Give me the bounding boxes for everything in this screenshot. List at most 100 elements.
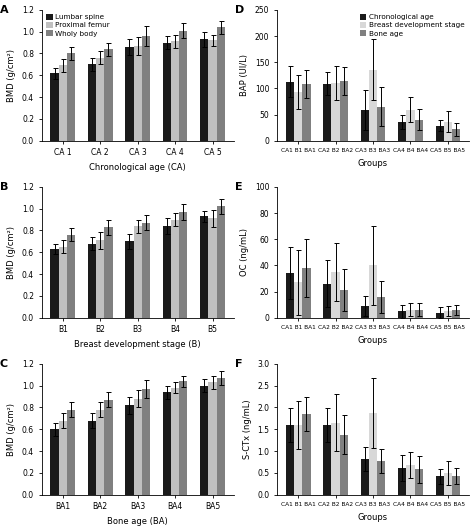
Bar (398, 122, 406, 141)
Bar (294, 425, 302, 495)
Bar (331, 83, 340, 141)
Bar (200, 386, 209, 495)
Bar (209, 382, 217, 495)
Bar (217, 207, 225, 318)
Bar (377, 297, 385, 318)
Bar (171, 41, 179, 141)
Bar (369, 413, 377, 495)
Bar (436, 313, 444, 318)
Bar (59, 247, 67, 318)
Text: B: B (0, 182, 8, 192)
Bar (142, 36, 150, 141)
Bar (377, 461, 385, 495)
Text: A: A (0, 5, 8, 14)
Bar (294, 282, 302, 318)
Bar (59, 65, 67, 141)
Bar (179, 212, 188, 318)
X-axis label: Breast development stage (B): Breast development stage (B) (74, 340, 201, 349)
Bar (436, 126, 444, 141)
Bar (59, 421, 67, 495)
X-axis label: Bone age (BA): Bone age (BA) (107, 517, 168, 526)
Bar (415, 310, 423, 318)
Legend: Lumbar spine, Proximal femur, Wholy body: Lumbar spine, Proximal femur, Wholy body (43, 11, 113, 39)
Bar (340, 290, 348, 318)
Bar (209, 218, 217, 318)
Bar (209, 40, 217, 141)
Bar (142, 223, 150, 318)
Legend: Chronological age, Breast development stage, Bone age: Chronological age, Breast development st… (356, 11, 467, 39)
X-axis label: Groups: Groups (358, 513, 388, 522)
Bar (286, 273, 294, 318)
X-axis label: Groups: Groups (358, 159, 388, 168)
Bar (163, 392, 171, 495)
Text: E: E (235, 182, 243, 192)
Bar (67, 409, 75, 495)
Bar (361, 110, 369, 141)
Bar (67, 54, 75, 141)
Bar (67, 235, 75, 318)
Bar (340, 434, 348, 495)
Bar (415, 120, 423, 141)
Bar (104, 49, 113, 141)
Bar (452, 310, 460, 318)
Bar (286, 425, 294, 495)
Y-axis label: BMD (g/cm²): BMD (g/cm²) (8, 226, 17, 279)
Bar (104, 227, 113, 318)
Bar (361, 459, 369, 495)
Bar (444, 122, 452, 141)
X-axis label: Chronological age (CA): Chronological age (CA) (89, 163, 186, 172)
Bar (179, 381, 188, 495)
Bar (96, 58, 104, 141)
Bar (88, 64, 96, 141)
Y-axis label: BMD (g/cm²): BMD (g/cm²) (8, 49, 17, 102)
Bar (452, 129, 460, 141)
Bar (50, 249, 59, 318)
Bar (200, 39, 209, 141)
Bar (452, 476, 460, 495)
Bar (163, 226, 171, 318)
Bar (96, 241, 104, 318)
Bar (134, 226, 142, 318)
Bar (88, 421, 96, 495)
Bar (217, 27, 225, 141)
Bar (179, 31, 188, 141)
Bar (134, 46, 142, 141)
Bar (286, 82, 294, 141)
Bar (369, 70, 377, 141)
Bar (415, 469, 423, 495)
Y-axis label: BMD (g/cm²): BMD (g/cm²) (8, 403, 17, 456)
Bar (142, 389, 150, 495)
Bar (361, 306, 369, 318)
Bar (96, 409, 104, 495)
Bar (444, 473, 452, 495)
Bar (377, 107, 385, 141)
Bar (217, 378, 225, 495)
Bar (125, 405, 134, 495)
Bar (331, 272, 340, 318)
Text: D: D (235, 5, 244, 14)
Bar (302, 268, 310, 318)
Bar (323, 84, 331, 141)
Bar (50, 73, 59, 141)
Bar (444, 311, 452, 318)
Bar (88, 244, 96, 318)
Bar (340, 81, 348, 141)
Bar (125, 242, 134, 318)
Bar (406, 310, 415, 318)
Bar (323, 425, 331, 495)
Bar (125, 47, 134, 141)
Bar (171, 388, 179, 495)
Text: C: C (0, 358, 8, 369)
Bar (406, 110, 415, 141)
Y-axis label: OC (ng/mL): OC (ng/mL) (240, 228, 249, 276)
Bar (398, 468, 406, 495)
Text: F: F (235, 358, 242, 369)
Y-axis label: S-CTx (ng/mL): S-CTx (ng/mL) (243, 399, 252, 459)
Bar (50, 429, 59, 495)
Bar (406, 465, 415, 495)
Y-axis label: BAP (UI/L): BAP (UI/L) (240, 54, 249, 96)
Bar (171, 219, 179, 318)
Bar (302, 414, 310, 495)
Bar (398, 311, 406, 318)
Bar (331, 423, 340, 495)
